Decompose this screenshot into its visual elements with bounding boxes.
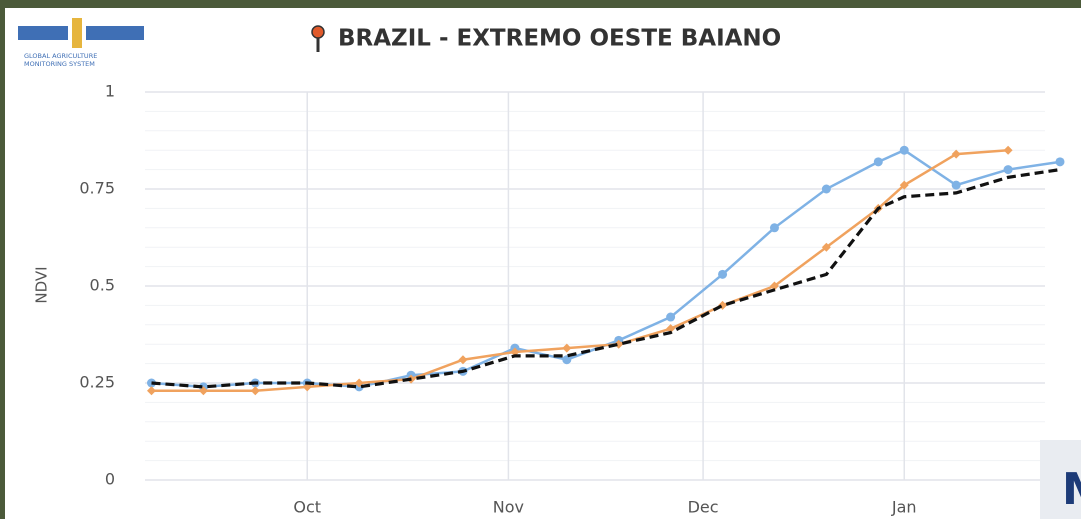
overlay-box — [1040, 440, 1081, 519]
series-line — [151, 168, 1061, 389]
y-tick-label: 0.25 — [79, 373, 115, 392]
x-tick-label: Oct — [293, 498, 321, 517]
chart-title: BRAZIL - EXTREMO OESTE BAIANO — [338, 26, 781, 52]
pin-icon — [311, 25, 325, 52]
logo: GLOBAL AGRICULTURE MONITORING SYSTEM — [18, 18, 144, 68]
y-tick-label: 0.75 — [79, 179, 115, 198]
point — [769, 281, 779, 291]
point — [614, 339, 624, 349]
y-tick-label: 0.5 — [90, 276, 115, 295]
point — [1003, 145, 1013, 155]
point — [718, 269, 728, 279]
point — [562, 343, 572, 353]
point — [899, 180, 909, 190]
y-tick-label: 0 — [105, 470, 115, 489]
x-tick-label: Dec — [688, 498, 719, 517]
point — [769, 223, 779, 233]
point — [510, 347, 520, 357]
point — [666, 312, 676, 322]
panel — [5, 8, 1081, 519]
logo-text: GLOBAL AGRICULTURE — [24, 52, 97, 60]
point — [899, 145, 909, 155]
point — [951, 180, 961, 190]
grid: 0 0.25 0.5 0.75 1 Oct Nov Dec Jan — [79, 82, 1045, 517]
point — [821, 242, 831, 252]
series-line — [151, 148, 1009, 393]
logo-text: MONITORING SYSTEM — [24, 60, 95, 68]
point — [198, 386, 208, 396]
point — [562, 355, 572, 365]
point — [666, 324, 676, 334]
y-tick-label: 1 — [105, 82, 115, 101]
y-axis-label: NDVI — [33, 266, 51, 303]
point — [458, 355, 468, 365]
x-tick-label: Jan — [891, 498, 917, 517]
point — [1055, 157, 1065, 167]
point — [951, 149, 961, 159]
point — [250, 386, 260, 396]
point — [821, 184, 831, 194]
x-tick-label: Nov — [493, 498, 524, 517]
plot — [146, 145, 1065, 396]
point — [1003, 165, 1013, 175]
overlay-text: M — [1062, 464, 1081, 515]
point — [873, 157, 883, 167]
point — [146, 386, 156, 396]
